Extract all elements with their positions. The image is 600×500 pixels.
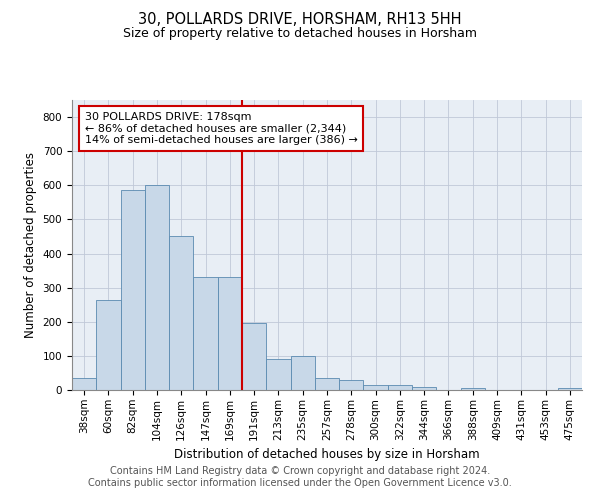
Text: Contains HM Land Registry data © Crown copyright and database right 2024.
Contai: Contains HM Land Registry data © Crown c… (88, 466, 512, 487)
Bar (388, 385, 412, 390)
Bar (145, 186, 169, 390)
Bar (364, 385, 388, 390)
Bar (72, 378, 96, 390)
Bar (290, 356, 315, 390)
Bar (339, 380, 364, 390)
Bar (193, 278, 218, 390)
Bar (96, 300, 121, 390)
Bar (266, 360, 290, 390)
Bar (242, 324, 266, 390)
X-axis label: Distribution of detached houses by size in Horsham: Distribution of detached houses by size … (174, 448, 480, 461)
Bar (461, 388, 485, 390)
Bar (121, 190, 145, 390)
Bar (412, 386, 436, 390)
Text: Size of property relative to detached houses in Horsham: Size of property relative to detached ho… (123, 28, 477, 40)
Text: 30 POLLARDS DRIVE: 178sqm
← 86% of detached houses are smaller (2,344)
14% of se: 30 POLLARDS DRIVE: 178sqm ← 86% of detac… (85, 112, 358, 145)
Y-axis label: Number of detached properties: Number of detached properties (24, 152, 37, 338)
Bar (558, 388, 582, 390)
Bar (315, 378, 339, 390)
Bar (218, 278, 242, 390)
Bar (169, 236, 193, 390)
Text: 30, POLLARDS DRIVE, HORSHAM, RH13 5HH: 30, POLLARDS DRIVE, HORSHAM, RH13 5HH (138, 12, 462, 28)
